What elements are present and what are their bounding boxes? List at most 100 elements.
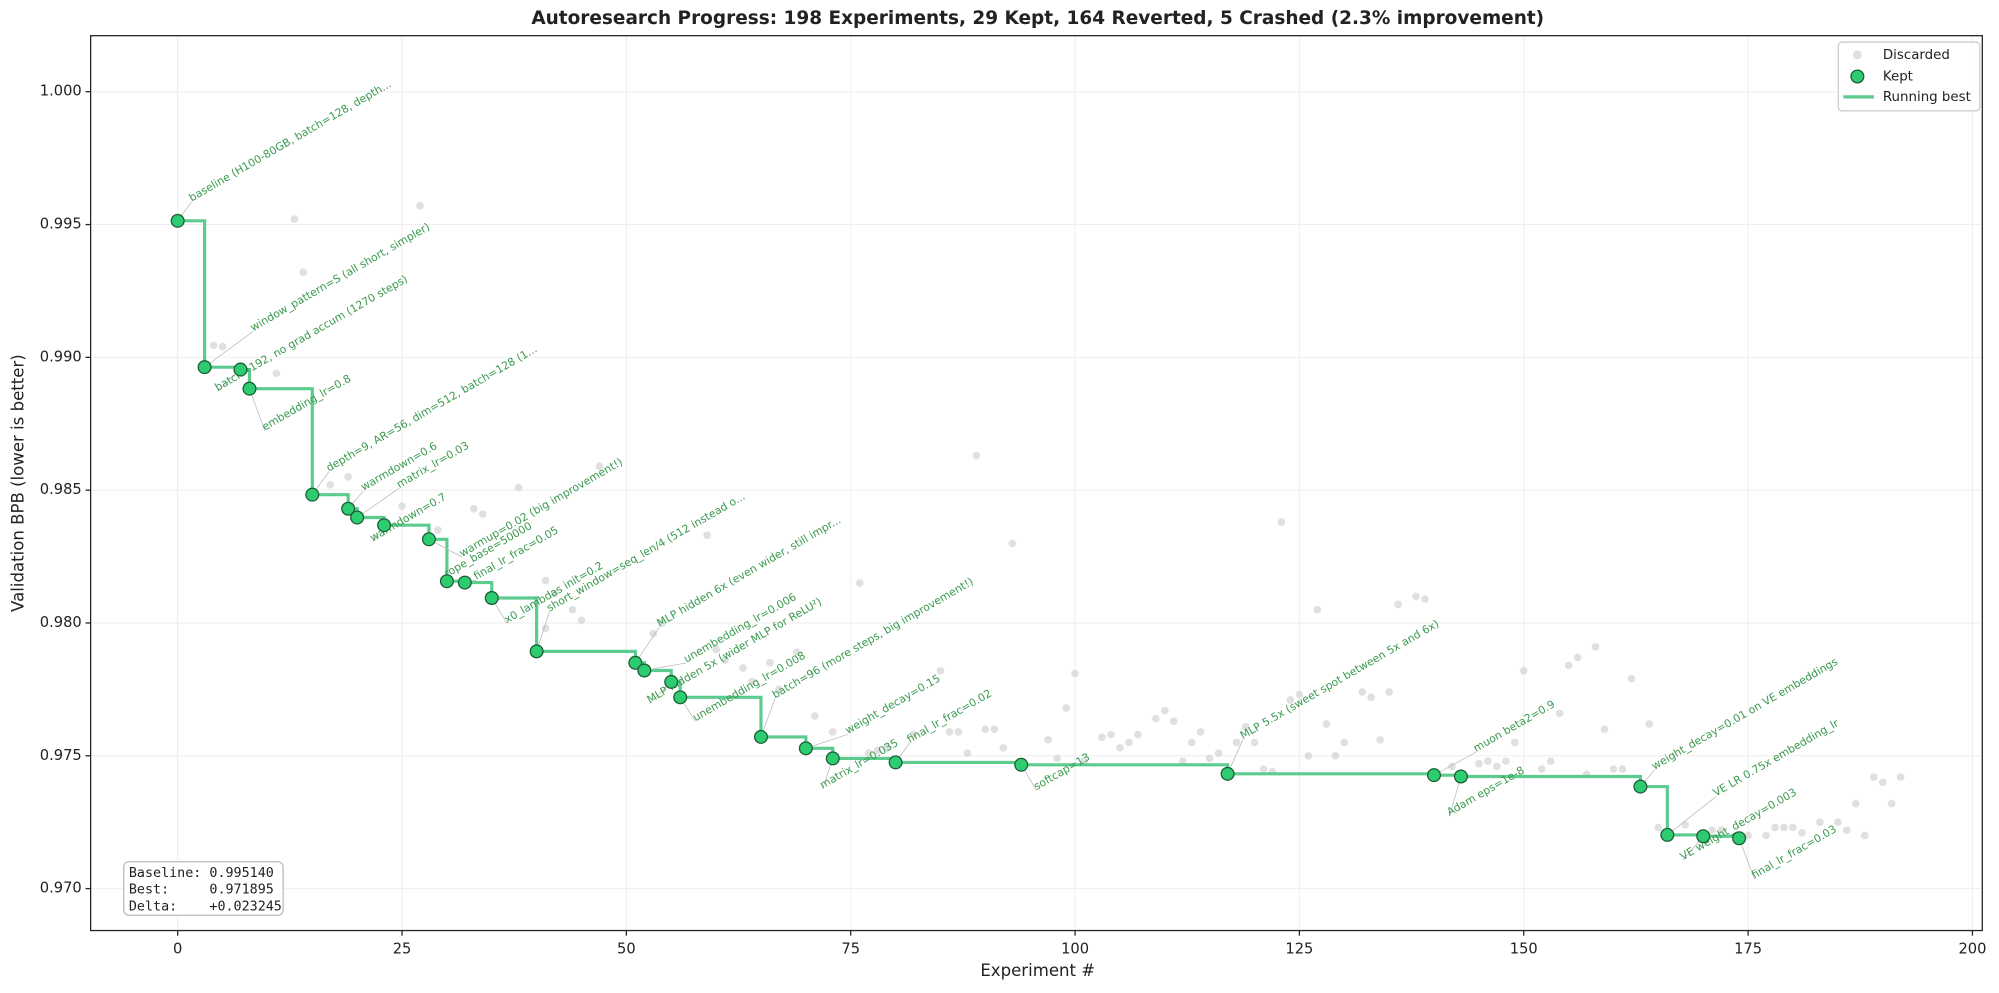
- x-tick-label: 100: [1061, 941, 1089, 958]
- discarded-point: [1564, 661, 1573, 670]
- legend-label: Discarded: [1883, 48, 1950, 63]
- discarded-point: [999, 743, 1008, 752]
- discarded-point: [272, 369, 281, 378]
- discarded-point: [1277, 518, 1286, 526]
- discarded-point: [1098, 733, 1106, 741]
- discarded-point: [1600, 725, 1609, 734]
- discarded-point: [1205, 754, 1214, 763]
- discarded-point: [972, 451, 981, 460]
- discarded-point: [1178, 757, 1187, 765]
- kept-point: [233, 362, 248, 377]
- stats-line: Best: 0.971895: [129, 883, 274, 898]
- discarded-point: [434, 526, 442, 534]
- stats-line: Delta: +0.023245: [129, 899, 282, 914]
- discarded-point: [550, 589, 559, 598]
- discarded-point: [1151, 714, 1160, 723]
- discarded-point: [1744, 831, 1752, 840]
- discarded-point: [1537, 765, 1546, 773]
- annotation-connector: [356, 487, 400, 518]
- discarded-point: [1519, 666, 1528, 675]
- y-tick-label: 0.980: [40, 614, 82, 631]
- discarded-point: [1376, 736, 1384, 744]
- discarded-point: [775, 685, 783, 694]
- kept-point: [753, 729, 768, 744]
- discarded-point: [658, 619, 667, 627]
- discarded-point: [1771, 823, 1779, 832]
- discarded-point: [1842, 826, 1851, 834]
- discarded-point: [1134, 730, 1142, 739]
- discarded-point: [209, 341, 218, 350]
- y-tick-label: 0.995: [40, 216, 82, 233]
- kept-point: [242, 381, 257, 396]
- discarded-point: [1546, 757, 1555, 765]
- discarded-point: [1080, 757, 1088, 765]
- discarded-point: [595, 462, 604, 471]
- discarded-point: [1062, 704, 1070, 712]
- discarded-point: [1591, 643, 1600, 651]
- discarded-point: [1510, 738, 1519, 747]
- stats-line: Baseline: 0.995140: [129, 866, 274, 881]
- discarded-point: [810, 712, 819, 720]
- kept-point: [529, 644, 544, 659]
- discarded-point: [1232, 738, 1241, 747]
- kept-point: [1426, 768, 1442, 783]
- annotation-connector: [204, 331, 254, 368]
- discarded-point: [712, 645, 720, 654]
- y-tick-label: 0.975: [40, 747, 82, 764]
- discarded-point: [1385, 688, 1393, 696]
- discarded-point: [1645, 720, 1654, 728]
- y-tick-label: 0.985: [40, 481, 82, 498]
- kept-point: [305, 487, 320, 502]
- discarded-point: [1762, 831, 1770, 840]
- discarded-point: [218, 342, 227, 351]
- discarded-point: [828, 728, 837, 736]
- discarded-point: [909, 730, 918, 739]
- legend-marker: [1852, 50, 1862, 60]
- discarded-point: [344, 473, 353, 481]
- discarded-point: [1475, 759, 1483, 768]
- kept-point: [484, 590, 499, 606]
- discarded-point: [721, 656, 729, 664]
- discarded-point: [1160, 706, 1169, 715]
- discarded-point: [1358, 688, 1367, 696]
- discarded-point: [1555, 709, 1564, 718]
- legend: Discarded Kept Running best: [1837, 41, 1981, 112]
- discarded-point: [1169, 717, 1178, 726]
- discarded-point: [1484, 757, 1492, 765]
- discarded-point: [1887, 799, 1896, 808]
- legend-marker: [1850, 69, 1865, 84]
- discarded-point: [945, 728, 954, 736]
- y-tick-label: 1.000: [40, 83, 82, 100]
- discarded-point: [1116, 743, 1124, 752]
- kept-point: [825, 751, 840, 766]
- discarded-point: [1681, 821, 1690, 829]
- discarded-point: [541, 576, 550, 585]
- kept-point: [170, 213, 185, 228]
- discarded-point: [1780, 823, 1788, 832]
- discarded-point: [1304, 751, 1313, 760]
- discarded-point: [326, 481, 335, 489]
- kept-point: [1732, 831, 1747, 846]
- legend-label: Kept: [1883, 69, 1913, 84]
- discarded-point: [568, 605, 577, 614]
- discarded-point: [1340, 738, 1349, 747]
- kept-point: [1633, 779, 1648, 794]
- discarded-point: [1250, 738, 1259, 747]
- discarded-point: [1816, 818, 1824, 826]
- x-tick-label: 200: [1958, 941, 1986, 958]
- discarded-point: [1295, 690, 1304, 699]
- stats-box: Baseline: 0.995140 Best: 0.971895 Delta:…: [123, 861, 284, 916]
- discarded-point: [1107, 730, 1115, 739]
- discarded-point: [1412, 592, 1420, 601]
- discarded-point: [936, 666, 945, 675]
- discarded-point: [981, 725, 990, 734]
- discarded-point: [766, 658, 774, 667]
- discarded-point: [1878, 778, 1887, 787]
- discarded-point: [1654, 823, 1663, 832]
- discarded-point: [1798, 828, 1806, 837]
- annotation-connector: [805, 733, 849, 749]
- discarded-point: [748, 677, 756, 686]
- x-tick-label: 25: [393, 941, 412, 958]
- legend-label: Running best: [1883, 90, 1971, 105]
